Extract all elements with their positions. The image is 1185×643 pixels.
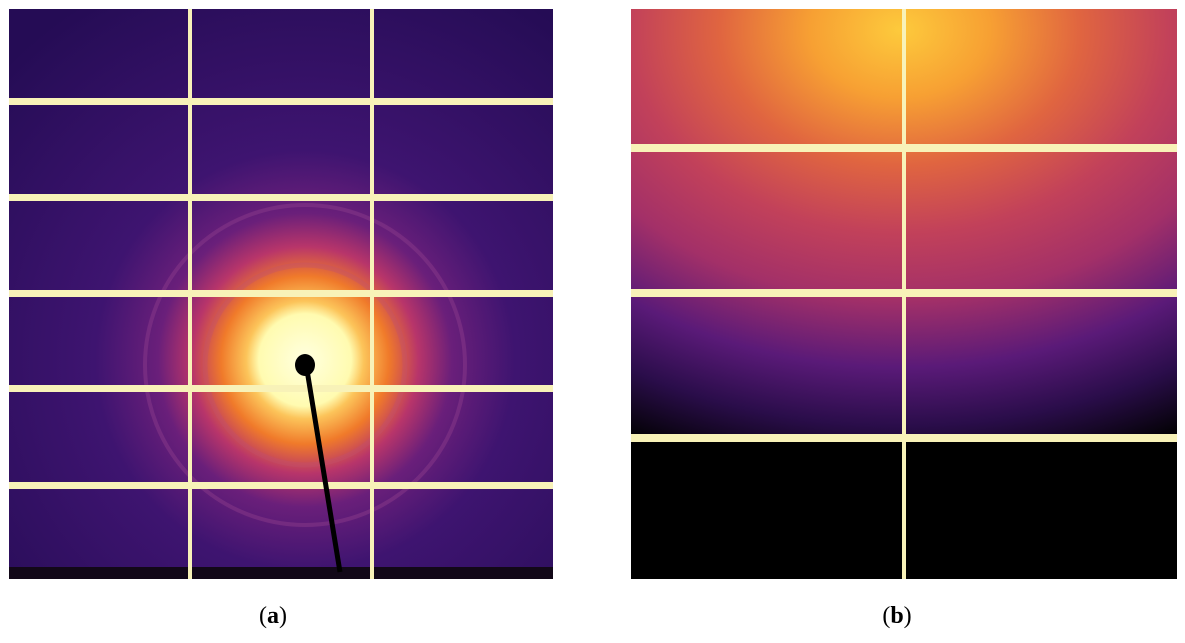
figure: [9, 9, 1177, 579]
caption: (b): [882, 603, 912, 629]
beam-stop: [295, 354, 315, 376]
panel-b: [631, 9, 1177, 579]
gaps: [9, 9, 553, 579]
shadow: [9, 567, 553, 579]
beam-stop-arm: [304, 369, 343, 573]
panel-a: [9, 9, 553, 579]
diffraction-ring: [202, 262, 408, 468]
gaps: [631, 9, 1177, 579]
diffraction-ring: [143, 203, 467, 527]
caption: (a): [259, 603, 287, 629]
